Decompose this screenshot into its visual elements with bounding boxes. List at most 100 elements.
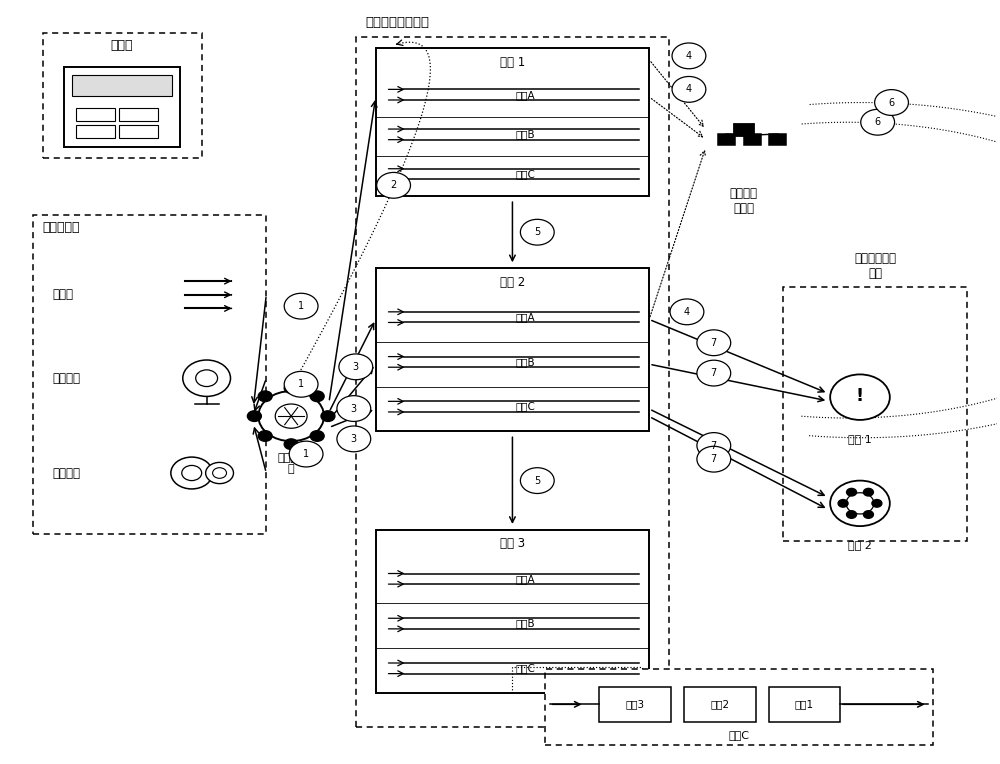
- Circle shape: [339, 354, 373, 380]
- Text: 3: 3: [353, 362, 359, 372]
- Text: 5: 5: [534, 476, 540, 486]
- Circle shape: [847, 488, 857, 496]
- Text: 1: 1: [303, 449, 309, 459]
- Circle shape: [321, 411, 335, 422]
- Text: 管道A: 管道A: [516, 574, 535, 584]
- FancyBboxPatch shape: [119, 125, 158, 138]
- Text: 机器 2: 机器 2: [500, 276, 525, 289]
- FancyBboxPatch shape: [43, 33, 202, 158]
- Text: 后端煎矿智能
应用: 后端煎矿智能 应用: [854, 251, 896, 280]
- Circle shape: [838, 500, 848, 507]
- Text: 煎矿数据传输管道: 煎矿数据传输管道: [366, 16, 430, 29]
- FancyBboxPatch shape: [744, 134, 761, 144]
- Text: !: !: [856, 387, 864, 405]
- Text: 管道分发
器: 管道分发 器: [278, 452, 304, 474]
- Text: 传感器: 传感器: [53, 288, 74, 301]
- FancyBboxPatch shape: [376, 268, 649, 432]
- Text: 管道A: 管道A: [516, 89, 535, 99]
- Circle shape: [310, 391, 324, 402]
- Circle shape: [672, 76, 706, 102]
- Circle shape: [183, 360, 231, 397]
- Text: 管道C: 管道C: [516, 663, 536, 673]
- Text: 2: 2: [390, 180, 397, 190]
- Text: 机器 3: 机器 3: [500, 538, 525, 551]
- Text: 管道C: 管道C: [728, 730, 749, 740]
- Circle shape: [258, 431, 272, 442]
- FancyBboxPatch shape: [599, 687, 671, 722]
- Circle shape: [289, 441, 323, 467]
- Text: 7: 7: [711, 454, 717, 465]
- Circle shape: [284, 439, 298, 449]
- Text: 应用 1: 应用 1: [848, 434, 872, 444]
- Text: 7: 7: [711, 338, 717, 348]
- Circle shape: [672, 43, 706, 69]
- Text: 1: 1: [298, 379, 304, 390]
- Text: 数据2: 数据2: [710, 699, 729, 709]
- Text: 1: 1: [298, 301, 304, 311]
- FancyBboxPatch shape: [734, 124, 754, 135]
- FancyBboxPatch shape: [76, 108, 115, 121]
- Circle shape: [213, 468, 227, 478]
- Circle shape: [182, 465, 202, 481]
- Circle shape: [846, 493, 874, 514]
- Circle shape: [697, 330, 731, 356]
- Text: 应用 2: 应用 2: [848, 539, 872, 550]
- Text: 5: 5: [534, 227, 540, 237]
- Circle shape: [310, 431, 324, 442]
- Text: 4: 4: [686, 51, 692, 61]
- Text: 数据3: 数据3: [626, 699, 645, 709]
- Text: 管道C: 管道C: [516, 169, 536, 179]
- Circle shape: [697, 432, 731, 458]
- Text: 分布式协
调中心: 分布式协 调中心: [730, 187, 758, 215]
- FancyBboxPatch shape: [783, 287, 967, 541]
- Circle shape: [520, 468, 554, 494]
- Circle shape: [377, 173, 410, 198]
- Text: 6: 6: [888, 98, 895, 108]
- FancyBboxPatch shape: [72, 75, 172, 96]
- Circle shape: [284, 293, 318, 319]
- Text: 4: 4: [686, 84, 692, 95]
- Circle shape: [196, 370, 218, 387]
- Circle shape: [697, 360, 731, 386]
- Circle shape: [284, 371, 318, 397]
- Circle shape: [258, 391, 324, 441]
- Circle shape: [847, 510, 857, 518]
- Text: 前端设备: 前端设备: [53, 467, 80, 480]
- Circle shape: [284, 383, 298, 393]
- Circle shape: [258, 391, 272, 402]
- FancyBboxPatch shape: [64, 67, 180, 147]
- Circle shape: [863, 510, 873, 518]
- Circle shape: [206, 462, 233, 484]
- FancyBboxPatch shape: [376, 48, 649, 196]
- Text: 管道B: 管道B: [516, 619, 535, 629]
- Text: 7: 7: [711, 368, 717, 378]
- FancyBboxPatch shape: [769, 134, 786, 144]
- Text: 6: 6: [875, 117, 881, 128]
- FancyBboxPatch shape: [718, 134, 735, 144]
- Circle shape: [247, 411, 261, 422]
- FancyBboxPatch shape: [356, 37, 669, 727]
- Text: 3: 3: [351, 403, 357, 413]
- FancyBboxPatch shape: [545, 668, 933, 745]
- Circle shape: [863, 488, 873, 496]
- Circle shape: [275, 404, 307, 429]
- Text: 管道C: 管道C: [516, 402, 536, 412]
- Circle shape: [875, 89, 908, 115]
- Text: 前端设备: 前端设备: [53, 372, 80, 385]
- Circle shape: [337, 426, 371, 452]
- Text: 机器 1: 机器 1: [500, 56, 525, 69]
- Circle shape: [872, 500, 882, 507]
- Circle shape: [830, 481, 890, 526]
- Text: 数据1: 数据1: [795, 699, 814, 709]
- Text: 管道B: 管道B: [516, 357, 535, 367]
- Text: 煎矿数据源: 煎矿数据源: [43, 222, 80, 235]
- Text: 3: 3: [351, 434, 357, 444]
- Text: 控制器: 控制器: [111, 39, 133, 52]
- Text: 管道A: 管道A: [516, 312, 535, 322]
- Text: 4: 4: [684, 307, 690, 317]
- Text: 管道B: 管道B: [516, 129, 535, 139]
- Circle shape: [830, 374, 890, 420]
- Circle shape: [861, 109, 895, 135]
- FancyBboxPatch shape: [376, 530, 649, 693]
- Circle shape: [337, 396, 371, 422]
